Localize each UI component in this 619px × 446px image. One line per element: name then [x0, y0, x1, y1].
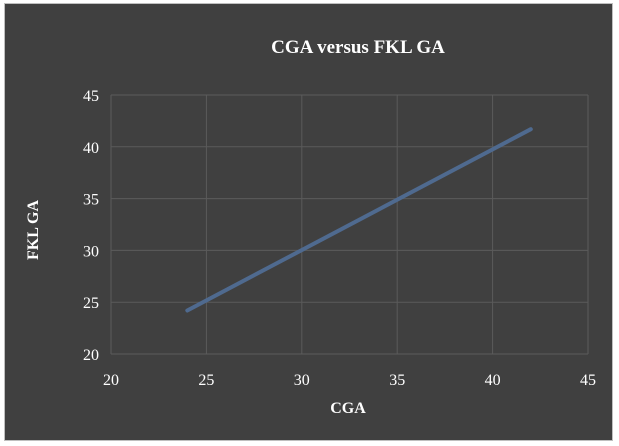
y-tick-label: 20	[83, 347, 99, 364]
x-tick-label: 35	[389, 372, 405, 389]
y-tick-label: 35	[83, 192, 99, 209]
y-tick-label: 45	[83, 88, 99, 105]
y-tick-labels: 20 25 30 35 40 45	[83, 88, 99, 364]
x-axis-title: CGA	[330, 400, 366, 417]
y-tick-label: 40	[83, 140, 99, 157]
gridlines	[110, 94, 589, 355]
series-line	[185, 127, 533, 313]
y-tick-label: 30	[83, 243, 99, 260]
x-tick-labels: 20 25 30 35 40 45	[103, 372, 596, 389]
x-tick-label: 45	[580, 372, 596, 389]
x-tick-label: 25	[198, 372, 214, 389]
x-tick-label: 30	[294, 372, 310, 389]
chart-frame: CGA versus FKL GA 20 25 30 35 40 45 20 25 30 35 4…	[4, 3, 613, 441]
y-tick-label: 25	[83, 295, 99, 312]
series-layer	[185, 127, 533, 313]
y-axis-title: FKL GA	[25, 200, 42, 260]
chart-title: CGA versus FKL GA	[271, 37, 445, 58]
x-tick-label: 20	[103, 372, 119, 389]
x-tick-label: 40	[485, 372, 501, 389]
line-chart: CGA versus FKL GA 20 25 30 35 40 45 20 25 30 35 4…	[25, 37, 596, 417]
